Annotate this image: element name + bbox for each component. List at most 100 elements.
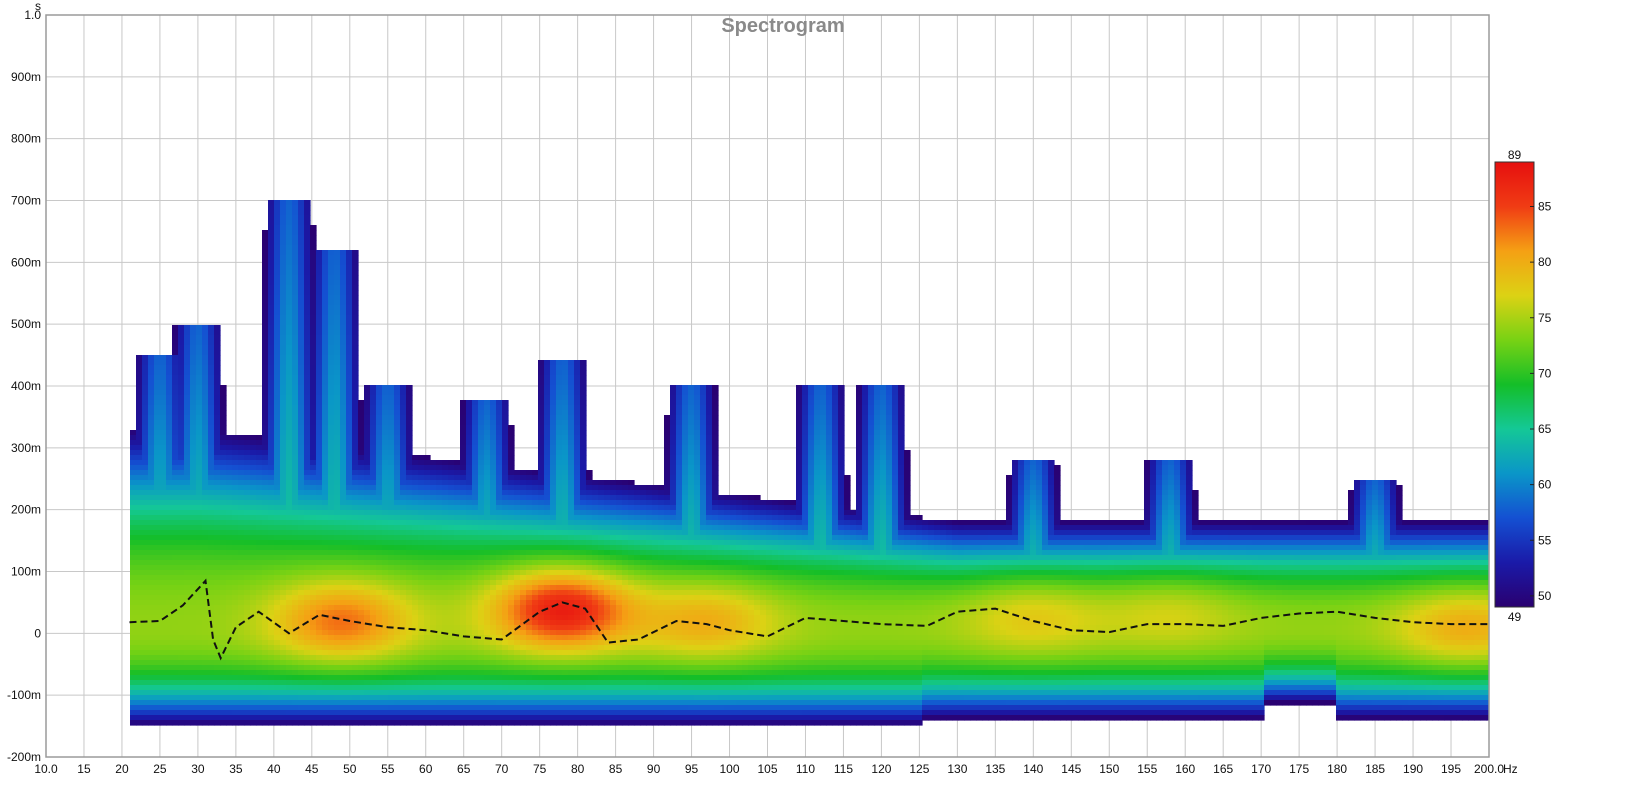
heatmap-cell	[370, 620, 377, 626]
heatmap-cell	[484, 615, 491, 621]
heatmap-cell	[172, 405, 179, 411]
heatmap-cell	[292, 705, 299, 711]
heatmap-cell	[496, 645, 503, 651]
heatmap-cell	[244, 720, 251, 726]
heatmap-cell	[310, 425, 317, 431]
heatmap-cell	[484, 715, 491, 721]
heatmap-cell	[166, 595, 173, 601]
heatmap-cell	[136, 665, 143, 671]
heatmap-cell	[280, 630, 287, 636]
heatmap-cell	[154, 550, 161, 556]
heatmap-cell	[280, 400, 287, 406]
heatmap-cell	[406, 620, 413, 626]
heatmap-cell	[250, 475, 257, 481]
heatmap-cell	[340, 660, 347, 666]
heatmap-cell	[268, 275, 275, 281]
heatmap-cell	[460, 580, 467, 586]
heatmap-cell	[268, 600, 275, 606]
heatmap-cell	[268, 410, 275, 416]
heatmap-cell	[274, 490, 281, 496]
heatmap-cell	[286, 700, 293, 706]
heatmap-cell	[496, 485, 503, 491]
heatmap-cell	[298, 550, 305, 556]
heatmap-cell	[274, 250, 281, 256]
heatmap-cell	[490, 485, 497, 491]
heatmap-cell	[502, 485, 509, 491]
heatmap-cell	[334, 545, 341, 551]
heatmap-cell	[136, 520, 143, 526]
heatmap-cell	[328, 385, 335, 391]
heatmap-cell	[406, 615, 413, 621]
heatmap-cell	[262, 355, 269, 361]
heatmap-cell	[226, 620, 233, 626]
heatmap-cell	[268, 535, 275, 541]
heatmap-cell	[382, 695, 389, 701]
heatmap-cell	[190, 660, 197, 666]
heatmap-cell	[364, 480, 371, 486]
heatmap-cell	[310, 545, 317, 551]
heatmap-cell	[274, 265, 281, 271]
heatmap-cell	[280, 525, 287, 531]
heatmap-cell	[136, 565, 143, 571]
heatmap-cell	[286, 690, 293, 696]
heatmap-cell	[172, 620, 179, 626]
heatmap-cell	[322, 260, 329, 266]
heatmap-cell	[214, 705, 221, 711]
heatmap-cell	[322, 510, 329, 516]
heatmap-cell	[514, 705, 521, 711]
heatmap-cell	[256, 710, 263, 716]
heatmap-cell	[514, 650, 521, 656]
heatmap-cell	[418, 690, 425, 696]
heatmap-cell	[508, 590, 515, 596]
heatmap-cell	[292, 385, 299, 391]
heatmap-cell	[298, 285, 305, 291]
heatmap-cell	[460, 495, 467, 501]
heatmap-cell	[154, 710, 161, 716]
heatmap-cell	[352, 250, 359, 256]
heatmap-cell	[298, 645, 305, 651]
heatmap-cell	[496, 455, 503, 461]
heatmap-cell	[388, 525, 395, 531]
heatmap-cell	[196, 485, 203, 491]
heatmap-cell	[286, 325, 293, 331]
heatmap-cell	[250, 665, 257, 671]
heatmap-cell	[316, 710, 323, 716]
heatmap-cell	[364, 430, 371, 436]
heatmap-cell	[304, 660, 311, 666]
heatmap-cell	[148, 605, 155, 611]
heatmap-cell	[232, 440, 239, 446]
heatmap-cell	[430, 490, 437, 496]
heatmap-cell	[418, 620, 425, 626]
heatmap-cell	[382, 440, 389, 446]
heatmap-cell	[280, 365, 287, 371]
heatmap-cell	[364, 435, 371, 441]
heatmap-cell	[292, 305, 299, 311]
heatmap-cell	[418, 600, 425, 606]
heatmap-cell	[406, 580, 413, 586]
heatmap-cell	[190, 470, 197, 476]
heatmap-cell	[190, 625, 197, 631]
heatmap-cell	[250, 560, 257, 566]
heatmap-cell	[316, 450, 323, 456]
heatmap-cell	[262, 415, 269, 421]
heatmap-cell	[358, 525, 365, 531]
heatmap-cell	[244, 500, 251, 506]
heatmap-cell	[478, 475, 485, 481]
heatmap-cell	[178, 370, 185, 376]
heatmap-cell	[196, 575, 203, 581]
heatmap-cell	[310, 370, 317, 376]
heatmap-cell	[400, 390, 407, 396]
heatmap-cell	[208, 580, 215, 586]
heatmap-cell	[322, 565, 329, 571]
heatmap-cell	[490, 470, 497, 476]
heatmap-cell	[328, 380, 335, 386]
heatmap-cell	[274, 390, 281, 396]
heatmap-cell	[208, 690, 215, 696]
heatmap-cell	[172, 510, 179, 516]
heatmap-cell	[238, 695, 245, 701]
heatmap-cell	[136, 365, 143, 371]
heatmap-cell	[424, 685, 431, 691]
heatmap-cell	[352, 305, 359, 311]
heatmap-cell	[274, 610, 281, 616]
heatmap-cell	[508, 515, 515, 521]
